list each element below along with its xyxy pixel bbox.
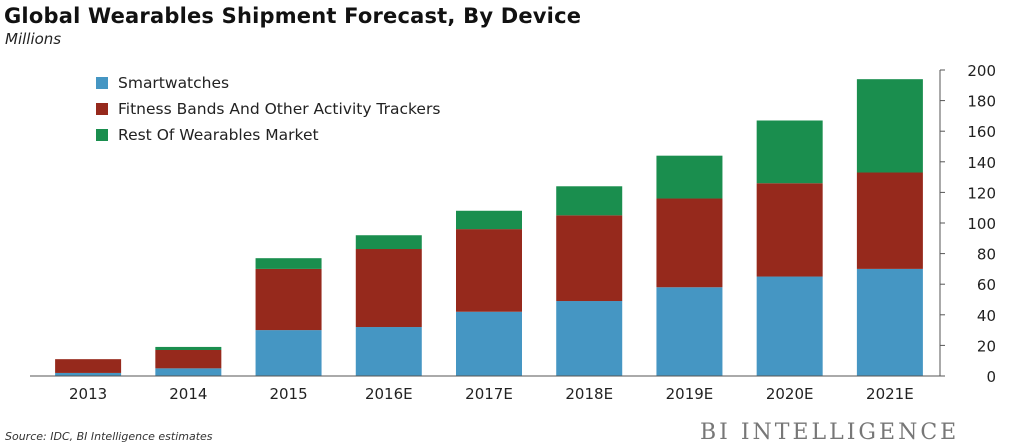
x-tick-label: 2017E xyxy=(465,385,513,403)
y-tick-label: 160 xyxy=(967,123,996,141)
bar-2015-series-2 xyxy=(255,258,322,269)
x-tick-label: 2014 xyxy=(169,385,207,403)
bar-2014-series-1 xyxy=(155,349,222,369)
bar-2016e-series-0 xyxy=(355,327,422,376)
y-tick-label: 60 xyxy=(977,276,996,294)
bar-2015-series-0 xyxy=(255,330,322,376)
x-tick-label: 2016E xyxy=(365,385,413,403)
y-tick-label: 40 xyxy=(977,307,996,325)
bar-2020e-series-1 xyxy=(756,183,823,277)
bar-2015-series-1 xyxy=(255,268,322,331)
legend-label-rest: Rest Of Wearables Market xyxy=(118,126,319,144)
bar-2016e-series-2 xyxy=(355,235,422,250)
x-tick-label: 2019E xyxy=(666,385,714,403)
y-tick-label: 180 xyxy=(967,93,996,111)
bar-2021e-series-1 xyxy=(856,172,923,269)
x-tick-label: 2013 xyxy=(69,385,107,403)
source-note: Source: IDC, BI Intelligence estimates xyxy=(5,430,213,443)
bar-2021e-series-0 xyxy=(856,268,923,376)
x-tick-label: 2021E xyxy=(866,385,914,403)
y-tick-label: 100 xyxy=(967,215,996,233)
x-tick-label: 2020E xyxy=(766,385,814,403)
legend-swatch-smartwatches xyxy=(96,77,108,89)
x-tick-label: 2015 xyxy=(269,385,307,403)
bar-2019e-series-1 xyxy=(656,198,723,288)
legend-label-smartwatches: Smartwatches xyxy=(118,74,230,92)
chart-title: Global Wearables Shipment Forecast, By D… xyxy=(4,4,582,28)
y-tick-label: 80 xyxy=(977,246,996,264)
bar-2021e-series-2 xyxy=(856,79,923,173)
bar-2019e-series-2 xyxy=(656,155,723,199)
bar-2017e-series-1 xyxy=(456,229,522,312)
bar-2017e-series-0 xyxy=(456,311,522,376)
bar-2018e-series-1 xyxy=(556,215,623,302)
chart-subtitle: Millions xyxy=(5,30,62,48)
legend: Smartwatches Fitness Bands And Other Act… xyxy=(96,70,440,148)
legend-item-smartwatches: Smartwatches xyxy=(96,70,440,96)
bar-2018e-series-2 xyxy=(556,186,623,216)
y-tick-label: 200 xyxy=(967,62,996,80)
bar-2013-series-1 xyxy=(55,359,122,373)
bar-2014-series-2 xyxy=(155,346,222,350)
brand-logo: BI INTELLIGENCE xyxy=(700,420,960,445)
bar-2014-series-0 xyxy=(155,368,222,376)
bar-2018e-series-0 xyxy=(556,301,623,376)
y-tick-label: 0 xyxy=(986,368,996,386)
legend-item-rest: Rest Of Wearables Market xyxy=(96,122,440,148)
y-tick-label: 120 xyxy=(967,184,996,202)
x-tick-label: 2018E xyxy=(565,385,613,403)
bar-2020e-series-0 xyxy=(756,276,823,376)
y-tick-label: 20 xyxy=(977,337,996,355)
legend-label-fitness: Fitness Bands And Other Activity Tracker… xyxy=(118,100,441,118)
legend-swatch-rest xyxy=(96,129,108,141)
legend-swatch-fitness xyxy=(96,103,108,115)
bar-2017e-series-2 xyxy=(456,210,522,230)
bar-2016e-series-1 xyxy=(355,249,422,328)
bar-2020e-series-2 xyxy=(756,120,823,184)
y-tick-label: 140 xyxy=(967,154,996,172)
bar-2019e-series-0 xyxy=(656,287,723,376)
legend-item-fitness: Fitness Bands And Other Activity Tracker… xyxy=(96,96,440,122)
bar-2013-series-0 xyxy=(55,372,122,376)
